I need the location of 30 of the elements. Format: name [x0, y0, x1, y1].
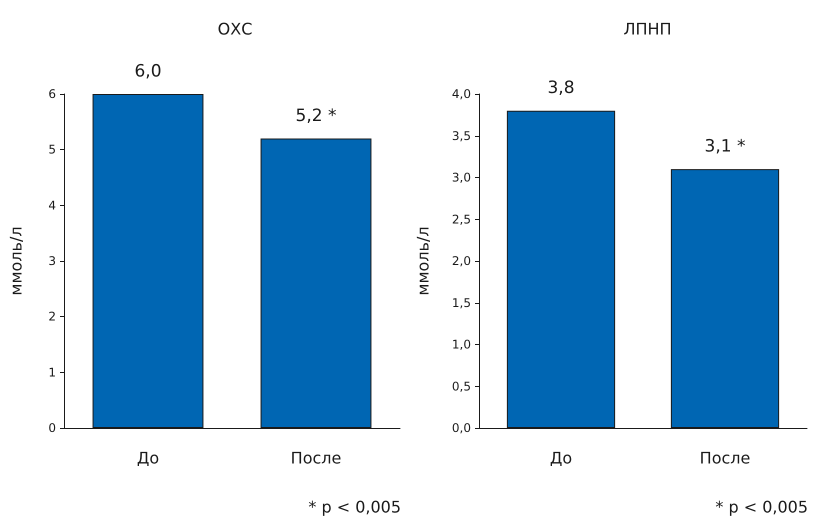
y-tick-label: 2,5	[452, 212, 471, 226]
data-label: 6,0	[134, 62, 162, 82]
x-tick-label: До	[550, 448, 572, 468]
y-tick-label: 0	[48, 421, 56, 435]
y-tick-label: 2,0	[452, 254, 471, 268]
chart-title: ЛПНП	[623, 20, 672, 38]
y-tick-label: 3,0	[452, 170, 471, 184]
y-tick-label: 4	[48, 198, 56, 212]
y-tick-label: 3,5	[452, 128, 471, 143]
y-tick-label: 0,5	[452, 379, 471, 394]
chart-title: ОХС	[218, 20, 252, 38]
y-tick-label: 4,0	[452, 87, 471, 101]
y-tick-label: 6	[48, 87, 56, 101]
data-label: 3,1 *	[704, 136, 746, 157]
x-tick-label: До	[136, 448, 160, 468]
y-tick-label: 0,0	[452, 421, 471, 435]
y-tick-label: 1,0	[452, 338, 471, 352]
x-tick-label: После	[700, 448, 750, 468]
y-tick-label: 3	[48, 254, 56, 268]
text: * p < 0,005	[715, 498, 808, 516]
y-tick-label: 1	[48, 365, 56, 380]
x-tick-label: После	[290, 448, 342, 468]
y-axis-title: ммоль/л	[6, 226, 26, 296]
text: * p < 0,005	[308, 498, 401, 516]
y-tick-label: 1,5	[452, 296, 471, 310]
y-tick-label: 2	[48, 310, 56, 324]
y-tick-label: 5	[48, 142, 56, 157]
data-label: 5,2 *	[296, 106, 336, 126]
data-label: 3,8	[547, 78, 575, 98]
y-axis-title: ммоль/л	[414, 226, 432, 296]
